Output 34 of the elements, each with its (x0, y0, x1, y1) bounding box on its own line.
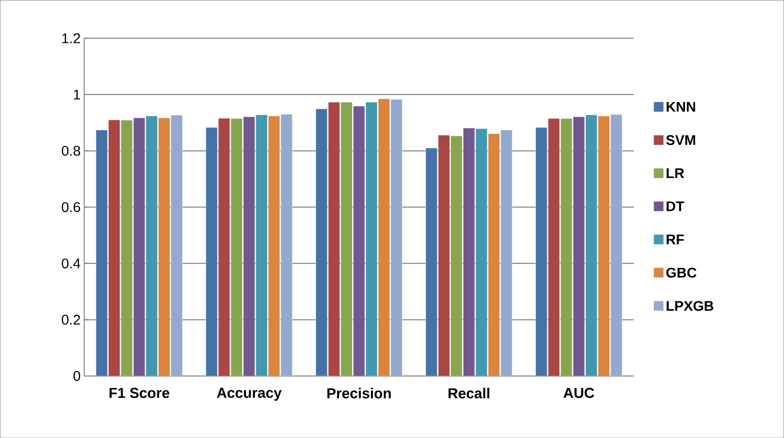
bar (353, 106, 365, 376)
y-tick-label: 0 (73, 370, 80, 381)
bar (610, 114, 622, 376)
x-tick-label: Precision (327, 388, 391, 398)
bar (328, 102, 340, 376)
legend-label: GBC (666, 268, 696, 278)
legend-label: RF (666, 234, 684, 244)
legend-label: SVM (666, 135, 696, 145)
legend-label: LR (666, 168, 684, 178)
x-tick-label: Recall (448, 388, 490, 398)
bar (170, 114, 183, 376)
y-tick-label: 0.8 (62, 146, 80, 156)
x-tick-label: F1 Score (110, 388, 170, 398)
bar (133, 118, 146, 376)
y-tick-label: 0.6 (62, 202, 80, 212)
bar (500, 130, 512, 376)
bar (572, 116, 585, 376)
bar (390, 99, 402, 376)
bar (243, 116, 256, 376)
y-tick-label: 1.2 (62, 33, 80, 44)
legend-label: DT (666, 201, 684, 211)
legend-label: LPXGB (666, 300, 714, 311)
bar (280, 114, 292, 376)
x-tick-label: AUC (564, 388, 594, 398)
bar (463, 128, 475, 376)
bar (108, 120, 120, 376)
legend-label: KNN (666, 102, 696, 112)
bar (218, 118, 230, 376)
bar (438, 134, 450, 376)
y-tick-label: 1 (74, 90, 80, 100)
bar (548, 118, 560, 376)
x-tick-label: Accuracy (216, 388, 282, 401)
y-tick-label: 0.4 (62, 258, 80, 268)
y-tick-label: 0.2 (62, 314, 80, 325)
